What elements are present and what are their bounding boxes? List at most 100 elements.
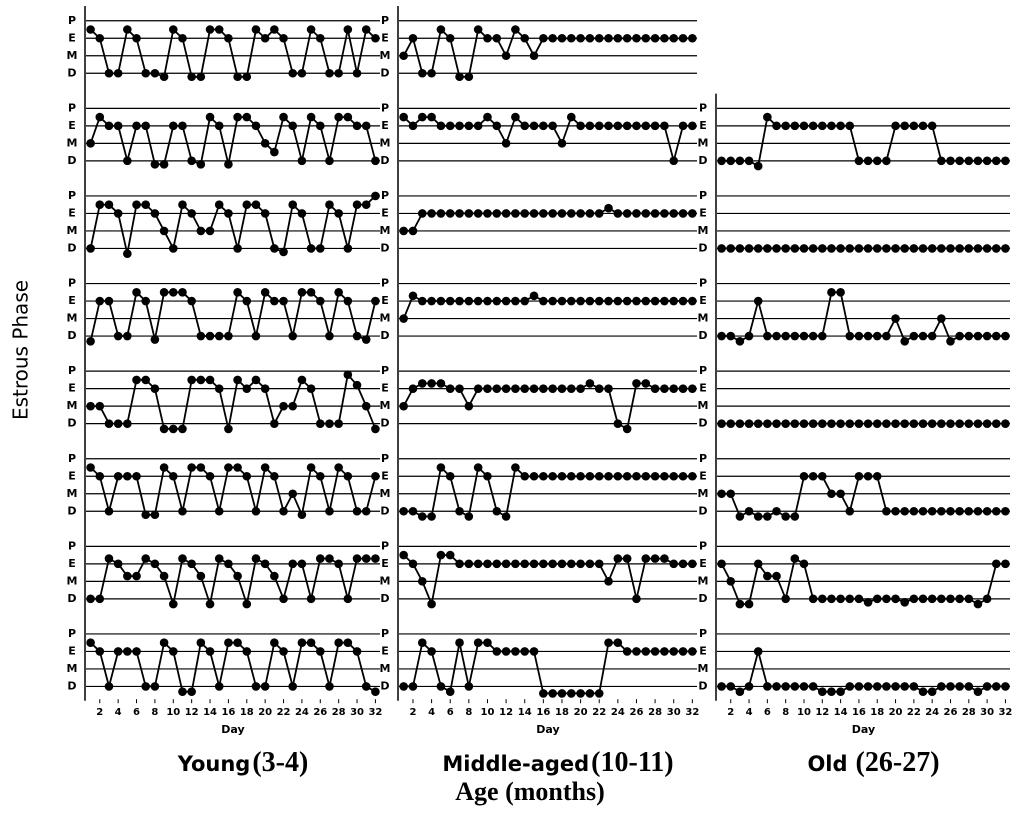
data-point [288,331,298,341]
data-point [585,121,595,131]
data-point [205,471,215,481]
data-point [260,682,270,691]
data-point [492,559,502,569]
data-point [946,594,955,604]
data-point [242,647,252,656]
data-point [650,121,660,131]
data-point [150,559,160,569]
data-point [882,594,891,604]
data-point [159,72,169,82]
data-point [548,384,557,393]
data-point [178,200,187,209]
data-point [900,682,910,691]
data-point [352,121,362,131]
data-point [260,33,270,43]
x-tick-label: 14 [834,707,848,718]
y-tick-label: M [67,574,78,587]
data-point [445,209,455,218]
data-point [836,244,845,253]
data-point [678,647,688,656]
data-point [955,419,964,428]
y-tick-label: P [699,101,707,114]
data-point [817,331,827,341]
data-point [399,51,408,61]
data-point [455,638,464,647]
x-tick-label: 28 [648,707,662,718]
data-point [325,419,334,428]
y-tick-label: P [699,452,707,465]
data-point [132,33,141,43]
y-tick-label: D [380,241,389,254]
data-point [576,384,585,393]
data-point [799,682,809,691]
y-tick-label: D [67,504,76,517]
y-tick-label: P [68,364,76,377]
data-point [1001,331,1010,341]
data-point [399,314,408,323]
data-point [982,331,992,341]
data-point [576,209,585,218]
y-tick-label: E [381,31,389,44]
data-point [141,510,151,520]
data-point [827,121,836,131]
y-tick-label: M [698,662,709,675]
data-point [445,33,455,43]
data-point [511,559,520,569]
data-point [669,559,679,569]
data-point [132,121,141,131]
data-point [650,554,660,563]
data-point [946,337,955,346]
data-point [251,375,261,385]
data-point [132,288,141,297]
data-point [548,121,557,131]
data-point [891,682,900,691]
y-tick-label: P [381,627,389,640]
x-tick-label: 2 [409,707,416,718]
data-point [763,419,772,428]
data-point [288,559,298,569]
data-point [726,577,736,586]
data-point [799,471,809,481]
data-point [343,370,353,379]
data-point [576,559,585,569]
data-point [927,244,937,253]
data-point [86,463,95,472]
data-point [900,337,910,346]
data-point [141,121,151,131]
data-point [473,121,483,131]
data-point [863,244,873,253]
data-point [863,331,873,341]
data-point [594,33,604,43]
x-tick-label: 26 [630,707,644,718]
data-point [863,419,873,428]
data-point [205,25,215,34]
data-point [86,337,95,346]
y-tick-label: P [381,364,389,377]
data-point [539,689,548,698]
data-point [604,471,613,481]
data-point [799,559,809,569]
day-label: Day [221,723,244,736]
data-point [781,512,790,521]
data-point [669,384,679,393]
data-point [650,209,660,218]
data-point [492,121,502,131]
data-point [632,594,641,604]
data-point [836,121,845,131]
data-point [214,121,224,131]
data-point [964,156,974,166]
data-point [113,559,123,569]
data-point [937,506,946,516]
data-point [641,379,651,388]
data-point [455,72,464,82]
data-point [641,554,651,563]
day-label: Day [536,723,559,736]
data-point [604,577,613,586]
data-point [557,471,567,481]
data-point [790,554,800,563]
data-point [86,244,95,253]
data-point [854,419,864,428]
x-tick-label: 24 [295,707,309,718]
data-point [817,419,827,428]
data-point [763,512,772,521]
